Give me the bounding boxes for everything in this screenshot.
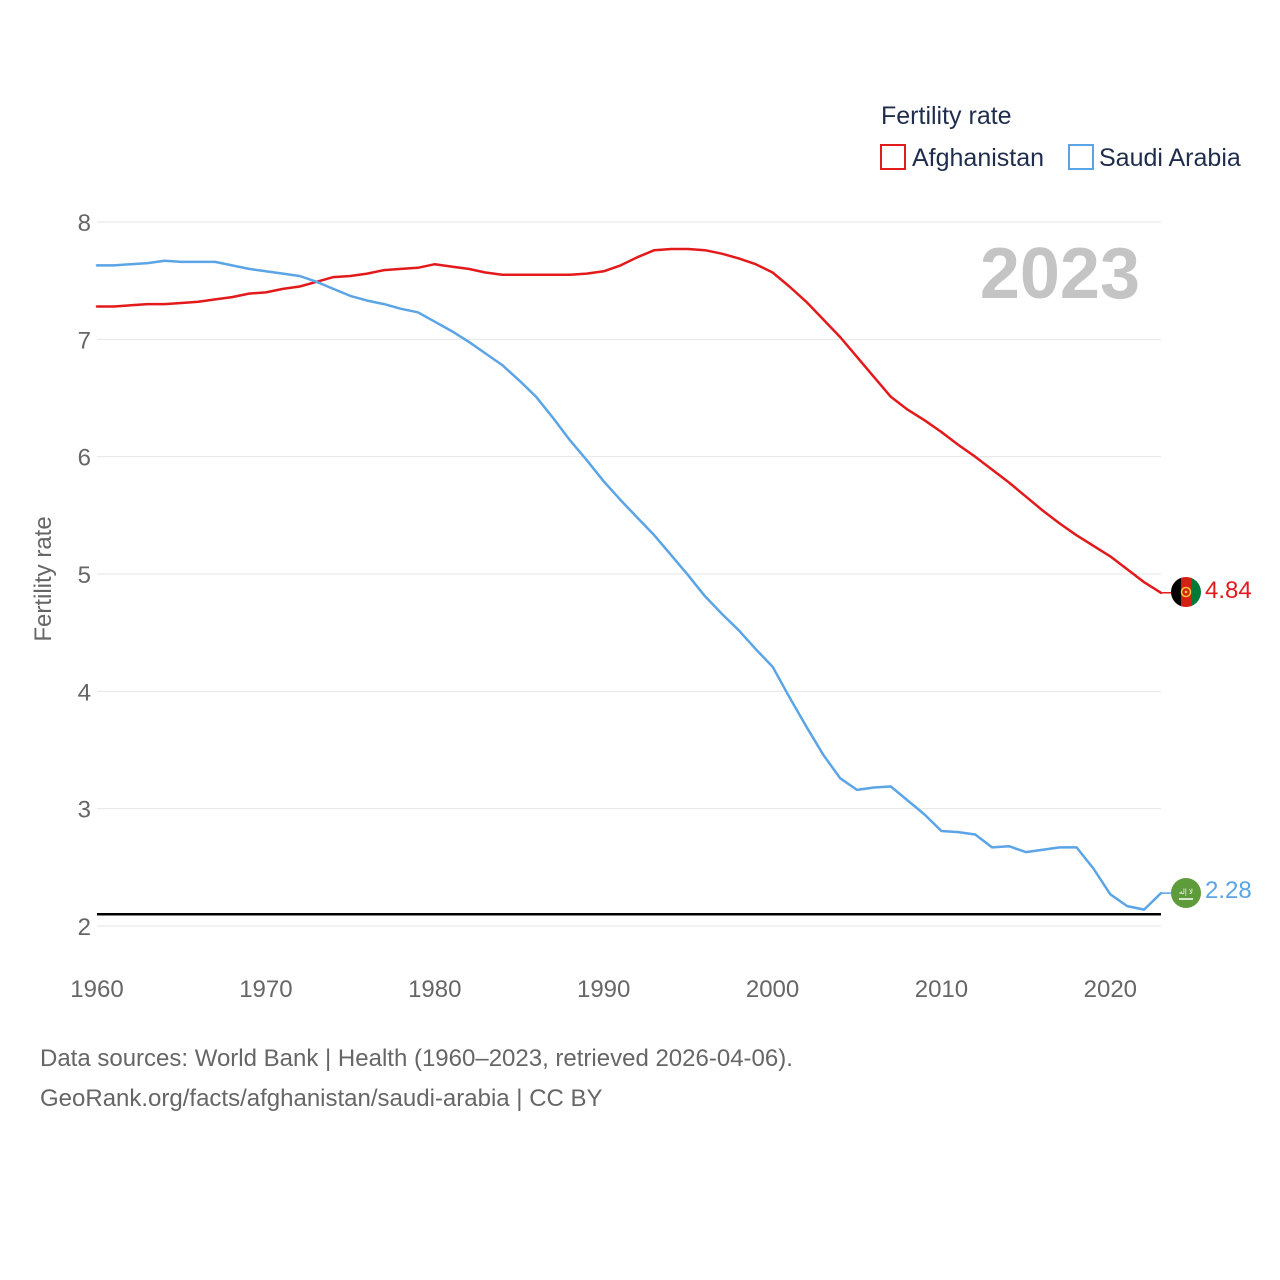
y-axis-title: Fertility rate	[30, 516, 57, 641]
x-tick-label: 2010	[915, 976, 968, 1003]
afghanistan-end-value: 4.84	[1205, 577, 1252, 604]
series-line-saudi-arabia[interactable]	[95, 259, 1163, 911]
y-tick-label: 6	[78, 445, 91, 472]
y-tick-label: 5	[78, 562, 91, 589]
legend-swatch-saudi-arabia[interactable]	[1068, 144, 1094, 170]
x-axis-ticks: 1960 1970 1980 1990 2000 2010 2020	[70, 976, 1137, 1003]
x-tick-label: 1960	[70, 976, 123, 1003]
y-tick-label: 3	[78, 797, 91, 824]
attribution-line[interactable]: GeoRank.org/facts/afghanistan/saudi-arab…	[40, 1085, 603, 1112]
source-line: Data sources: World Bank | Health (1960–…	[40, 1045, 793, 1072]
x-tick-label: 1980	[408, 976, 461, 1003]
x-tick-label: 1990	[577, 976, 630, 1003]
year-label: 2023	[980, 234, 1140, 314]
legend-label-saudi-arabia[interactable]: Saudi Arabia	[1099, 144, 1241, 172]
grid-lines	[97, 221, 1161, 927]
series-line-afghanistan[interactable]	[95, 247, 1163, 595]
saudi-arabia-end-value: 2.28	[1205, 877, 1252, 904]
y-tick-label: 8	[78, 210, 91, 237]
y-axis-ticks: 2 3 4 5 6 7 8	[78, 210, 91, 941]
x-tick-label: 2000	[746, 976, 799, 1003]
y-tick-label: 4	[78, 679, 91, 706]
y-tick-label: 2	[78, 914, 91, 941]
saudi-flag-inscription: لا إله	[1179, 888, 1193, 896]
afghanistan-flag-icon	[1171, 577, 1201, 607]
legend-title: Fertility rate	[881, 102, 1012, 130]
series-lines	[95, 247, 1171, 911]
legend-swatch-afghanistan[interactable]	[880, 144, 906, 170]
x-tick-label: 2020	[1084, 976, 1137, 1003]
y-tick-label: 7	[78, 327, 91, 354]
legend: Fertility rate Afghanistan Saudi Arabia	[880, 102, 1241, 172]
saudi-arabia-flag-icon: لا إله	[1171, 878, 1201, 908]
x-tick-label: 1970	[239, 976, 292, 1003]
legend-label-afghanistan[interactable]: Afghanistan	[912, 144, 1044, 172]
